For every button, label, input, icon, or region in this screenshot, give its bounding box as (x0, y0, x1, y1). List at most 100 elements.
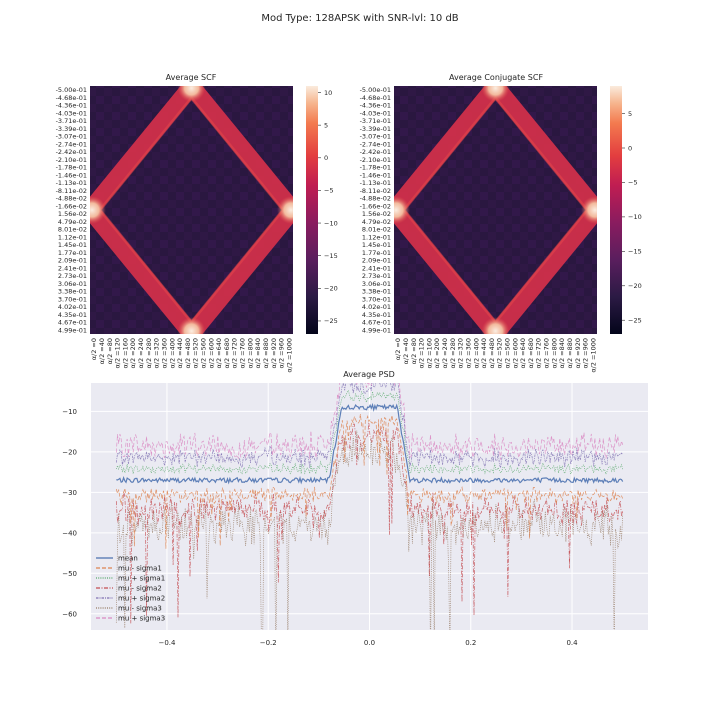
colorbar-tick-label: −5 (324, 187, 334, 195)
xtick-label: α/2 =720 (231, 338, 239, 369)
ytick-label: -3.07e-01 (360, 133, 391, 141)
ytick-label: -4.03e-01 (360, 109, 391, 117)
ytick-label: -4.88e-02 (56, 195, 87, 203)
xtick-label: α/2 =320 (153, 338, 161, 369)
ytick-label: 4.67e-01 (362, 319, 391, 327)
xtick-label: α/2 =840 (558, 338, 566, 369)
psd-ytick-label: −60 (62, 610, 77, 618)
legend-label: mean (118, 555, 138, 563)
psd-series-mu-sigma2 (115, 383, 623, 469)
ytick-label: 1.45e-01 (362, 241, 391, 249)
xtick-label: α/2 =40 (402, 338, 410, 364)
xtick-label: α/2 =560 (200, 338, 208, 369)
conj-scf-heatmap-background (394, 86, 597, 334)
ytick-label: -8.11e-02 (56, 187, 87, 195)
ytick-label: -5.00e-01 (360, 86, 391, 94)
xtick-label: α/2 =960 (582, 338, 590, 369)
colorbar-tick-label: 10 (324, 89, 332, 97)
ytick-label: 2.09e-01 (362, 257, 391, 265)
scf-heatmap-cells (90, 86, 293, 334)
conj-scf-heatmap-title: Average Conjugate SCF (449, 73, 543, 82)
conj-scf-diamond-band (394, 86, 597, 334)
scf-heatmap-title: Average SCF (166, 73, 217, 82)
colorbar-tick-label: −20 (324, 285, 338, 293)
psd-series-lines (115, 383, 624, 630)
ytick-label: 1.12e-01 (362, 233, 391, 241)
xtick-label: α/2 =920 (574, 338, 582, 369)
ytick-label: 4.35e-01 (362, 311, 391, 319)
ytick-label: 4.02e-01 (362, 303, 391, 311)
xtick-label: α/2 =240 (441, 338, 449, 369)
ytick-label: 1.56e-02 (58, 210, 87, 218)
psd-xtick-label: 0.0 (364, 639, 375, 647)
ytick-label: -3.07e-01 (56, 133, 87, 141)
ytick-label: -1.13e-01 (56, 179, 87, 187)
psd-series-mu-sigma3 (115, 383, 624, 460)
ytick-label: -4.03e-01 (56, 109, 87, 117)
psd-legend: mean mu - sigma1 mu + sigma1 mu - sigma2 mu … (96, 555, 165, 623)
colorbar-tick-label: −5 (628, 179, 638, 187)
conj-scf-hotspot-top (481, 86, 510, 102)
ytick-label: -1.13e-01 (360, 179, 391, 187)
xtick-label: α/2 =960 (278, 338, 286, 369)
xtick-label: α/2 =880 (262, 338, 270, 369)
conj-scf-xtick-labels: α/2 =0 α/2 =40 α/2 =80 α/2 =120 α/2 =160 α/2 … (394, 338, 597, 373)
xtick-label: α/2 =880 (566, 338, 574, 369)
colorbar-tick-label: −25 (324, 317, 338, 325)
ytick-label: -3.39e-01 (360, 125, 391, 133)
scf-diamond-band (90, 86, 293, 334)
xtick-label: α/2 =760 (543, 338, 551, 369)
legend-label: mu - sigma1 (118, 565, 162, 573)
ytick-label: -2.42e-01 (360, 148, 391, 156)
xtick-label: α/2 =240 (137, 338, 145, 369)
psd-xtick-label: 0.2 (465, 639, 476, 647)
ytick-label: -3.39e-01 (56, 125, 87, 133)
scf-colorbar-ticks: 10 5 0 −5 −10 −15 −20 −25 (318, 89, 338, 325)
xtick-label: α/2 =600 (207, 338, 215, 369)
psd-xtick-label: −0.2 (260, 639, 277, 647)
ytick-label: -3.71e-01 (360, 117, 391, 125)
scf-hotspot-top (177, 86, 206, 102)
conj-scf-hotspot-left (394, 196, 410, 224)
ytick-label: 1.45e-01 (58, 241, 87, 249)
colorbar-tick-label: −25 (628, 317, 642, 325)
xtick-label: α/2 =680 (527, 338, 535, 369)
ytick-label: 4.79e-02 (362, 218, 391, 226)
ytick-label: -8.11e-02 (360, 187, 391, 195)
colorbar-tick-label: −10 (628, 213, 642, 221)
psd-series-mu-sigma1 (115, 389, 624, 476)
ytick-label: -2.10e-01 (360, 156, 391, 164)
xtick-label: α/2 =40 (98, 338, 106, 364)
ytick-label: 4.67e-01 (58, 319, 87, 327)
psd-series-mu-sigma1 (115, 413, 624, 549)
xtick-label: α/2 =680 (223, 338, 231, 369)
colorbar-tick-label: −15 (628, 248, 642, 256)
ytick-label: -2.74e-01 (360, 140, 391, 148)
ytick-label: -4.36e-01 (360, 102, 391, 110)
xtick-label: α/2 =800 (246, 338, 254, 369)
xtick-label: α/2 =480 (488, 338, 496, 369)
xtick-label: α/2 =640 (519, 338, 527, 369)
conj-scf-heatmap-panel: Average Conjugate SCF -5.00e-01-4.68e-01… (360, 73, 642, 373)
ytick-label: 3.70e-01 (362, 295, 391, 303)
psd-title: Average PSD (343, 370, 394, 379)
psd-series-mu-sigma2 (115, 422, 624, 624)
psd-xtick-label: −0.4 (158, 639, 176, 647)
colorbar-tick-label: −20 (628, 282, 642, 290)
xtick-label: α/2 =280 (145, 338, 153, 369)
ytick-label: -1.78e-01 (56, 164, 87, 172)
ytick-label: 1.77e-01 (362, 249, 391, 257)
ytick-label: 3.06e-01 (362, 280, 391, 288)
colorbar-tick-label: 0 (324, 154, 328, 162)
xtick-label: α/2 =600 (511, 338, 519, 369)
xtick-label: α/2 =320 (457, 338, 465, 369)
ytick-label: -4.36e-01 (56, 102, 87, 110)
xtick-label: α/2 =280 (449, 338, 457, 369)
xtick-label: α/2 =80 (106, 338, 114, 364)
xtick-label: α/2 =360 (160, 338, 168, 369)
ytick-label: 4.35e-01 (58, 311, 87, 319)
ytick-label: -1.66e-02 (56, 202, 87, 210)
ytick-label: 1.77e-01 (58, 249, 87, 257)
ytick-label: -3.71e-01 (56, 117, 87, 125)
xtick-label: α/2 =840 (254, 338, 262, 369)
